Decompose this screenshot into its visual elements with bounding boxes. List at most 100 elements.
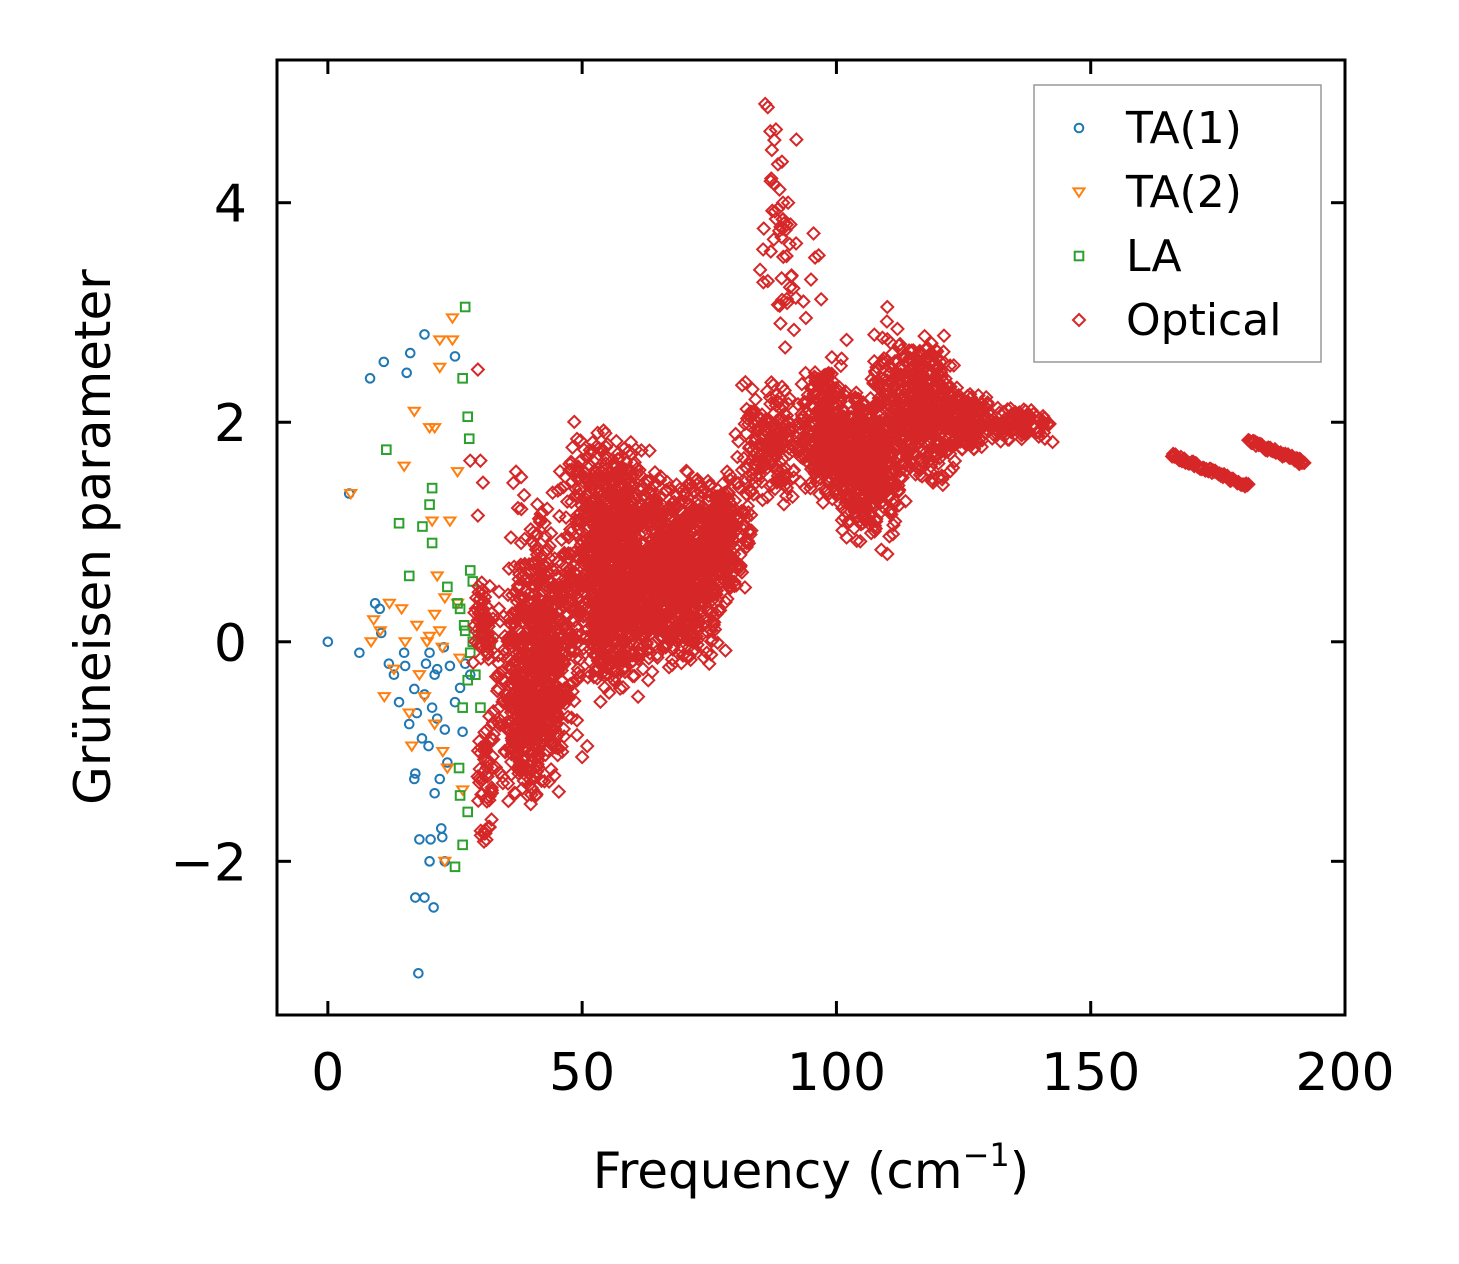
- point-optical: [549, 636, 565, 652]
- point-optical: [794, 376, 810, 392]
- point-optical: [868, 419, 884, 435]
- point-optical: [891, 483, 907, 498]
- point-optical: [714, 490, 729, 505]
- point-ta-2: [452, 653, 468, 665]
- point-optical: [605, 585, 621, 601]
- point-ta-1: [401, 367, 412, 379]
- point-ta-1: [404, 347, 416, 359]
- point-optical: [755, 492, 770, 508]
- point-optical: [635, 661, 651, 677]
- point-optical: [495, 769, 511, 785]
- point-optical: [552, 580, 568, 596]
- point-la: [464, 647, 476, 659]
- point-optical: [551, 630, 567, 646]
- point-optical: [517, 729, 533, 744]
- point-optical: [627, 668, 642, 684]
- point-optical: [819, 367, 834, 383]
- point-optical: [510, 744, 526, 760]
- point-optical: [870, 398, 886, 414]
- point-optical: [556, 545, 572, 561]
- point-optical: [505, 734, 521, 750]
- point-optical: [597, 425, 613, 441]
- point-optical: [529, 786, 544, 802]
- point-optical: [588, 531, 604, 546]
- point-optical: [705, 585, 720, 601]
- point-ta-1: [413, 967, 424, 979]
- point-optical: [664, 541, 680, 557]
- point-optical: [468, 601, 484, 617]
- point-optical: [632, 647, 648, 663]
- point-optical: [565, 440, 580, 455]
- point-optical: [601, 685, 617, 701]
- point-optical: [646, 593, 662, 608]
- point-ta-1: [442, 757, 453, 768]
- point-optical: [740, 533, 756, 549]
- point-optical: [499, 715, 515, 730]
- point-ta-2: [401, 708, 417, 720]
- point-optical: [766, 232, 782, 247]
- point-ta-1: [399, 660, 411, 672]
- point-ta-1: [431, 663, 443, 675]
- point-ta-2: [422, 631, 437, 643]
- point-optical: [670, 556, 686, 572]
- point-optical: [547, 568, 563, 584]
- point-optical: [779, 291, 795, 307]
- point-optical: [723, 519, 738, 535]
- point-optical: [593, 470, 609, 486]
- point-optical: [654, 560, 670, 576]
- point-optical: [905, 445, 921, 461]
- point-optical: [673, 613, 689, 629]
- point-optical: [717, 569, 733, 585]
- point-optical: [620, 592, 636, 608]
- point-optical: [731, 559, 746, 575]
- point-la: [426, 482, 438, 494]
- point-optical: [471, 584, 487, 600]
- point-optical: [633, 504, 649, 520]
- point-optical: [786, 322, 802, 338]
- point-optical: [760, 439, 776, 454]
- point-optical: [503, 766, 519, 782]
- point-optical: [548, 643, 564, 659]
- point-optical: [732, 559, 748, 575]
- point-optical: [835, 466, 851, 482]
- point-optical: [894, 427, 910, 443]
- point-optical: [647, 541, 662, 556]
- point-optical: [640, 507, 655, 523]
- point-optical: [722, 578, 738, 594]
- point-optical: [639, 558, 655, 574]
- point-optical: [606, 455, 622, 471]
- series-ta-2: [343, 313, 470, 868]
- point-optical: [888, 379, 904, 394]
- point-optical: [704, 569, 720, 585]
- point-optical: [683, 633, 699, 649]
- point-optical: [629, 461, 645, 477]
- point-optical: [521, 723, 537, 739]
- point-optical: [486, 703, 501, 719]
- point-optical: [650, 630, 666, 646]
- point-optical: [563, 625, 579, 641]
- point-optical: [602, 624, 618, 640]
- point-optical: [509, 603, 525, 619]
- point-optical: [712, 523, 728, 539]
- point-optical: [546, 707, 562, 723]
- point-optical: [694, 536, 710, 552]
- point-optical: [853, 413, 869, 429]
- point-optical: [600, 523, 616, 539]
- point-optical: [726, 539, 742, 555]
- point-optical: [627, 490, 643, 506]
- point-optical: [707, 526, 722, 542]
- point-ta-1: [424, 856, 435, 867]
- point-optical: [537, 638, 553, 654]
- point-ta-1: [454, 682, 466, 694]
- point-optical: [610, 451, 625, 467]
- point-optical: [755, 456, 771, 472]
- point-ta-2: [435, 746, 451, 759]
- point-optical: [872, 476, 888, 492]
- point-ta-1: [449, 351, 461, 362]
- point-optical: [882, 465, 898, 480]
- point-optical: [842, 455, 858, 471]
- point-optical: [728, 559, 743, 575]
- point-ta-2: [432, 335, 448, 347]
- point-optical: [495, 775, 511, 791]
- point-optical: [904, 404, 920, 419]
